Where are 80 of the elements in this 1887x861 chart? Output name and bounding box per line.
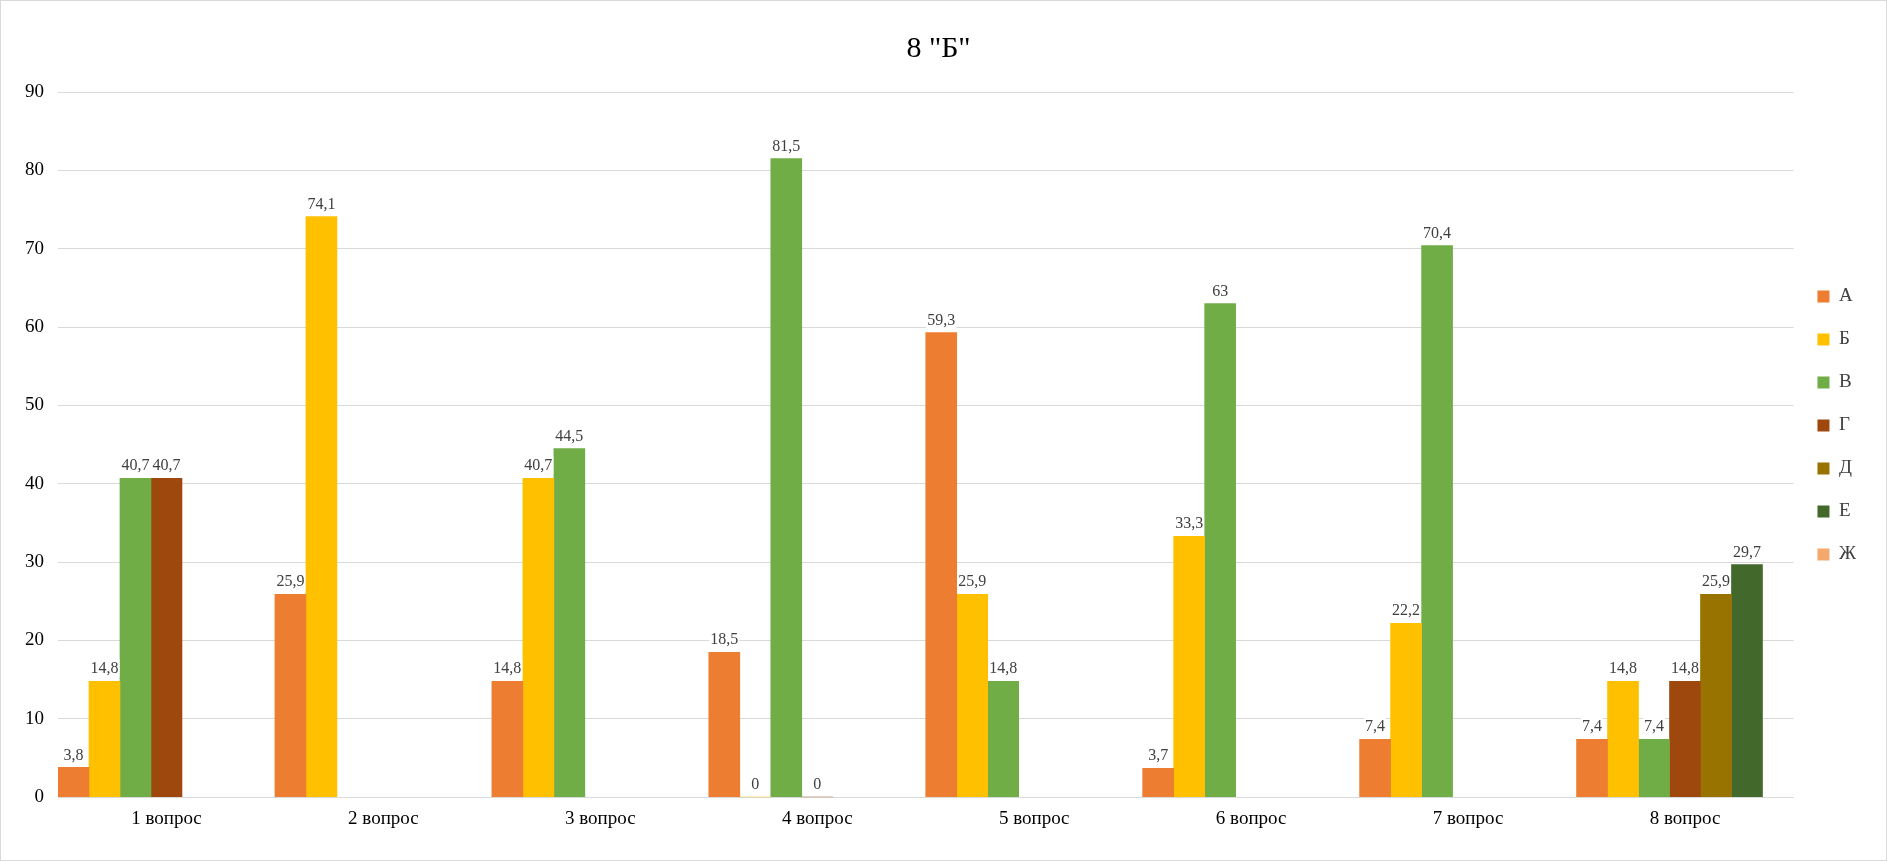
x-tick-label: 8 вопрос: [1649, 806, 1721, 828]
data-label: 0: [751, 775, 760, 793]
data-label: 14,8: [90, 659, 119, 677]
chart-title: 8 "Б": [906, 29, 971, 63]
bar: [1173, 535, 1205, 798]
data-label: 3,8: [63, 745, 84, 763]
data-label: 33,3: [1175, 514, 1204, 532]
bar: [58, 767, 90, 798]
y-tick-label: 30: [25, 550, 44, 572]
y-tick-label: 80: [25, 158, 44, 180]
data-label: 40,7: [121, 456, 150, 474]
bar: [88, 680, 121, 798]
x-tick-label: 1 вопрос: [131, 806, 202, 828]
x-tick-label: 4 вопрос: [781, 806, 853, 828]
data-label: 81,5: [772, 136, 801, 154]
data-label: 14,8: [989, 659, 1018, 677]
y-tick-label: 0: [34, 785, 44, 807]
bar: [770, 158, 803, 798]
bar: [1359, 738, 1391, 798]
data-label: 14,8: [493, 659, 522, 677]
data-label: 14,8: [1609, 659, 1638, 677]
data-label: 7,4: [1644, 717, 1665, 735]
bar: [491, 680, 524, 798]
legend-label: Е: [1838, 499, 1851, 521]
legend-label: Г: [1838, 413, 1850, 435]
bar: [1204, 303, 1236, 798]
bar: [1638, 738, 1670, 798]
x-tick-label: 7 вопрос: [1432, 806, 1504, 828]
legend-label: Ж: [1838, 542, 1857, 564]
bar: [522, 477, 555, 798]
bar: [708, 651, 741, 798]
bar: [1390, 622, 1422, 798]
data-label: 29,7: [1732, 542, 1761, 560]
bar: [987, 680, 1020, 798]
x-tick-label: 6 вопрос: [1215, 806, 1287, 828]
bar: [119, 477, 152, 798]
data-label: 40,7: [152, 456, 181, 474]
data-label: 7,4: [1582, 717, 1603, 735]
y-tick-label: 60: [25, 315, 44, 337]
bar: [1576, 738, 1608, 798]
legend-label: А: [1838, 284, 1853, 306]
data-label: 25,9: [1702, 572, 1730, 590]
data-label: 0: [813, 775, 822, 793]
y-tick-label: 10: [25, 706, 44, 728]
legend-label: Д: [1838, 456, 1852, 478]
data-label: 59,3: [927, 310, 956, 328]
data-label: 40,7: [524, 456, 553, 474]
x-tick-label: 5 вопрос: [998, 806, 1070, 828]
y-tick-label: 40: [25, 471, 44, 493]
bar: [925, 332, 958, 798]
data-label: 3,7: [1148, 746, 1169, 764]
bar: [150, 477, 183, 798]
data-label: 74,1: [307, 194, 336, 212]
data-label: 25,9: [958, 572, 987, 590]
data-label: 22,2: [1392, 601, 1421, 619]
bar: [1700, 593, 1732, 798]
y-tick-label: 70: [25, 236, 44, 258]
data-label: 18,5: [710, 630, 739, 648]
bar: [274, 593, 307, 798]
x-tick-label: 3 вопрос: [565, 806, 636, 828]
bar: [1669, 680, 1701, 798]
bar: [956, 593, 989, 798]
bar: [1421, 245, 1453, 798]
x-tick-label: 2 вопрос: [348, 806, 419, 828]
bar: [1142, 767, 1174, 798]
y-tick-label: 50: [25, 393, 44, 415]
bar: [305, 216, 338, 798]
legend-label: В: [1838, 370, 1852, 392]
data-label: 70,4: [1423, 223, 1452, 241]
bar: [1607, 680, 1639, 798]
y-tick-label: 90: [25, 79, 44, 101]
data-label: 14,8: [1671, 659, 1700, 677]
data-label: 44,5: [555, 426, 584, 444]
data-label: 25,9: [276, 572, 305, 590]
data-label: 7,4: [1365, 717, 1386, 735]
legend-label: Б: [1838, 327, 1850, 349]
y-tick-label: 20: [25, 628, 44, 650]
bar: [1731, 564, 1763, 798]
data-label: 63: [1212, 281, 1229, 299]
bar: [553, 448, 586, 798]
